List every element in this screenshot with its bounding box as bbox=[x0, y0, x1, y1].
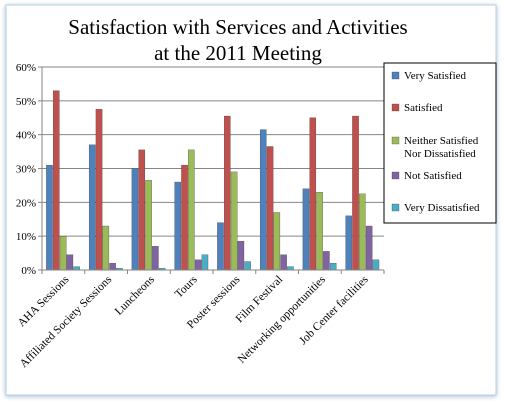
bar bbox=[109, 263, 116, 271]
bar bbox=[273, 212, 281, 271]
bar bbox=[244, 261, 251, 271]
bar bbox=[259, 129, 267, 271]
bar bbox=[280, 254, 287, 271]
bar bbox=[88, 144, 96, 271]
bar bbox=[329, 263, 337, 271]
legend-label: Not Satisfied bbox=[404, 170, 462, 182]
y-tick-label: 10% bbox=[16, 231, 36, 243]
legend-label: Satisfied bbox=[404, 102, 443, 114]
bar bbox=[359, 193, 366, 271]
bar bbox=[138, 149, 146, 271]
bar bbox=[352, 115, 359, 271]
y-tick-label: 60% bbox=[16, 62, 36, 74]
legend-label: Nor Dissatisfied bbox=[404, 148, 476, 160]
legend-label: Neither Satisfied bbox=[404, 135, 479, 147]
legend-box bbox=[383, 62, 497, 224]
legend-swatch bbox=[391, 136, 400, 145]
legend-swatch bbox=[391, 103, 400, 112]
bar bbox=[287, 266, 294, 271]
bar bbox=[181, 164, 188, 271]
y-tick-label: 30% bbox=[16, 164, 36, 176]
chart-title-line-2: at the 2011 Meeting bbox=[154, 41, 322, 65]
y-tick-label: 20% bbox=[16, 197, 36, 209]
legend-swatch bbox=[391, 203, 400, 212]
bar bbox=[372, 259, 380, 271]
bar bbox=[53, 90, 60, 271]
y-axis: 0% 10% 20% 30% 40% 50% 60% bbox=[16, 62, 43, 277]
chart-title-line-1: Satisfaction with Services and Activitie… bbox=[68, 15, 407, 39]
legend: Very Satisfied Satisfied Neither Satisfied… bbox=[383, 62, 497, 224]
bar bbox=[95, 109, 103, 271]
bar bbox=[66, 254, 74, 271]
bar bbox=[302, 188, 310, 271]
bar bbox=[194, 259, 202, 271]
bar bbox=[237, 241, 245, 271]
legend-swatch bbox=[391, 71, 400, 80]
bar bbox=[316, 192, 323, 271]
legend-swatch bbox=[391, 171, 400, 180]
bar bbox=[174, 181, 181, 271]
bar bbox=[217, 222, 224, 271]
bar bbox=[73, 266, 80, 271]
bar bbox=[230, 171, 238, 271]
bar bbox=[131, 168, 139, 271]
bar bbox=[201, 254, 209, 271]
bar bbox=[345, 215, 352, 271]
bar bbox=[152, 246, 159, 271]
y-tick-label: 40% bbox=[16, 130, 36, 142]
legend-label: Very Satisfied bbox=[404, 70, 467, 82]
bar bbox=[309, 117, 317, 271]
bar bbox=[59, 236, 67, 271]
bar bbox=[188, 149, 195, 271]
bars-group bbox=[46, 90, 380, 271]
bar bbox=[266, 146, 274, 271]
bar bbox=[102, 225, 110, 271]
bar bbox=[224, 115, 231, 271]
bar bbox=[145, 180, 152, 271]
bar bbox=[46, 164, 53, 271]
y-tick-label: 0% bbox=[21, 265, 36, 277]
y-tick-label: 50% bbox=[16, 96, 36, 108]
legend-label: Very Dissatisfied bbox=[404, 202, 480, 214]
bar bbox=[365, 225, 373, 271]
bar bbox=[323, 251, 330, 271]
